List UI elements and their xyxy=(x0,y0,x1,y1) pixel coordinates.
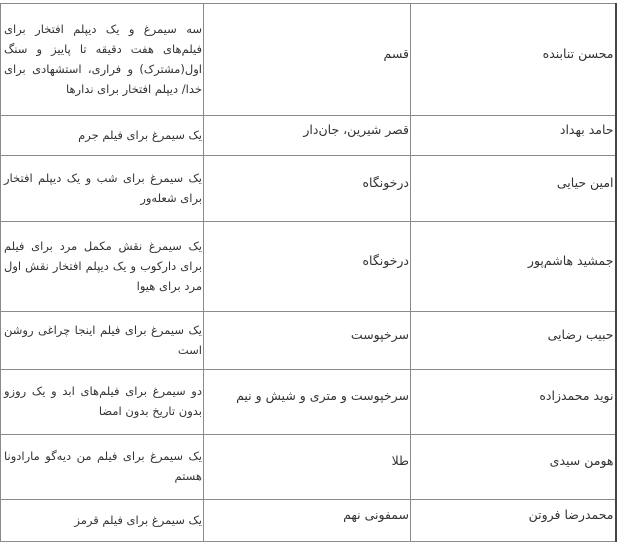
actor-name-cell: هومن سیدی xyxy=(410,434,617,500)
actors-awards-table: محسن تنابنده قسم سه سیمرغ و یک دیپلم افتخا… xyxy=(0,3,617,542)
actor-name-cell: نوید محمدزاده xyxy=(410,369,617,435)
actor-name-cell: حبیب رضایی xyxy=(410,311,617,370)
table-row: حبیب رضایی سرخپوست یک سیمرغ برای فیلم اینج… xyxy=(0,311,617,370)
award-cell: دو سیمرغ برای فیلم‌های ابد و یک روزو بدو… xyxy=(0,369,204,435)
actor-name-cell: محسن تنابنده xyxy=(410,3,617,116)
table-row: محمدرضا فروتن سمفونی نهم یک سیمرغ برای فیل… xyxy=(0,499,617,542)
award-cell: یک سیمرغ برای فیلم من دیه‌گو مارادونا هس… xyxy=(0,434,204,500)
award-cell: سه سیمرغ و یک دیپلم افتخار برای فیلم‌های… xyxy=(0,3,204,116)
film-cell: طلا xyxy=(203,434,411,500)
award-cell: یک سیمرغ برای فیلم قرمز xyxy=(0,499,204,542)
table-row: نوید محمدزاده سرخپوست و متری و شیش و نیم د… xyxy=(0,369,617,435)
film-cell: قسم xyxy=(203,3,411,116)
actor-name-cell: حامد بهداد xyxy=(410,115,617,156)
actor-name-cell: امین حیایی xyxy=(410,155,617,222)
award-cell: یک سیمرغ نقش مکمل مرد برای فیلم برای دار… xyxy=(0,221,204,312)
table-row: حامد بهداد قصر شیرین، جان‌دار یک سیمرغ برا… xyxy=(0,115,617,156)
film-cell: درخونگاه xyxy=(203,155,411,222)
table-row: امین حیایی درخونگاه یک سیمرغ برای شب و یک … xyxy=(0,155,617,222)
actor-name-cell: محمدرضا فروتن xyxy=(410,499,617,542)
table-row: محسن تنابنده قسم سه سیمرغ و یک دیپلم افتخا… xyxy=(0,3,617,116)
award-cell: یک سیمرغ برای فیلم اینجا چراغی روشن است xyxy=(0,311,204,370)
film-cell: سرخپوست xyxy=(203,311,411,370)
table-row: جمشید هاشم‌پور درخونگاه یک سیمرغ نقش مکمل … xyxy=(0,221,617,312)
actor-name-cell: جمشید هاشم‌پور xyxy=(410,221,617,312)
film-cell: سمفونی نهم xyxy=(203,499,411,542)
award-cell: یک سیمرغ برای فیلم جرم xyxy=(0,115,204,156)
award-cell: یک سیمرغ برای شب و یک دیپلم افتخار برای … xyxy=(0,155,204,222)
film-cell: درخونگاه xyxy=(203,221,411,312)
film-cell: سرخپوست و متری و شیش و نیم xyxy=(203,369,411,435)
film-cell: قصر شیرین، جان‌دار xyxy=(203,115,411,156)
table-row: هومن سیدی طلا یک سیمرغ برای فیلم من دیه‌گو… xyxy=(0,434,617,500)
